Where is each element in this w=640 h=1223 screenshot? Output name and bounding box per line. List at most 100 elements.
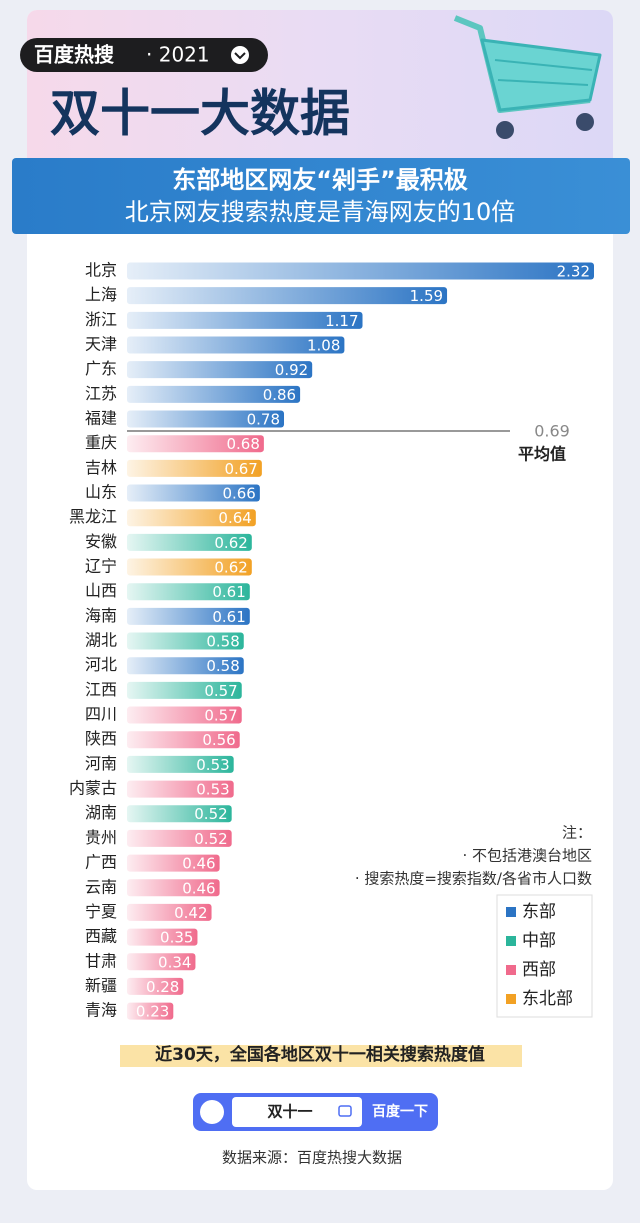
category-label: 江苏 bbox=[85, 384, 117, 403]
bar-chart: 北京 2.32 上海 1.59 浙江 1.17 天津 1.08 广东 0.92 江苏 0.86 福建 0.… bbox=[69, 261, 594, 1021]
category-label: 青海 bbox=[85, 1001, 117, 1020]
value-label: 0.46 bbox=[182, 879, 215, 897]
category-label: 吉林 bbox=[85, 458, 117, 477]
value-label: 0.52 bbox=[194, 830, 227, 848]
bar bbox=[127, 731, 240, 749]
bar bbox=[127, 805, 232, 823]
category-label: 河北 bbox=[85, 655, 117, 674]
value-label: 0.64 bbox=[218, 509, 251, 527]
baidu-logo bbox=[200, 1100, 224, 1124]
category-label: 新疆 bbox=[85, 976, 117, 995]
note: · 搜索热度=搜索指数/各省市人口数 bbox=[355, 870, 592, 888]
bar bbox=[127, 977, 184, 995]
value-label: 0.57 bbox=[204, 682, 237, 700]
category-label: 湖南 bbox=[85, 803, 117, 822]
bar bbox=[127, 755, 234, 773]
value-label: 0.66 bbox=[222, 485, 255, 503]
category-label: 宁夏 bbox=[85, 902, 117, 921]
value-label: 0.35 bbox=[160, 929, 193, 947]
value-label: 0.86 bbox=[263, 386, 296, 404]
value-label: 1.08 bbox=[307, 337, 340, 355]
bar bbox=[127, 854, 220, 872]
bar bbox=[127, 509, 256, 527]
bar bbox=[127, 903, 212, 921]
legend-swatch bbox=[506, 994, 516, 1004]
category-label: 贵州 bbox=[85, 828, 117, 847]
bar bbox=[127, 287, 448, 305]
category-label: 浙江 bbox=[85, 310, 117, 329]
category-label: 山西 bbox=[85, 581, 117, 600]
value-label: 0.42 bbox=[174, 904, 207, 922]
legend-swatch bbox=[506, 936, 516, 946]
bar bbox=[127, 829, 232, 847]
search-button[interactable]: 百度一下 bbox=[372, 1103, 428, 1120]
value-label: 0.53 bbox=[196, 781, 229, 799]
value-label: 0.62 bbox=[214, 559, 247, 577]
bar bbox=[127, 484, 260, 502]
category-label: 广西 bbox=[85, 853, 117, 872]
bar bbox=[127, 583, 250, 601]
value-label: 0.23 bbox=[136, 1003, 169, 1021]
legend-label: 西部 bbox=[522, 960, 556, 980]
badge-brand: 百度热搜 bbox=[34, 43, 115, 67]
bar bbox=[127, 262, 594, 280]
bar bbox=[127, 336, 345, 354]
note: · 不包括港澳台地区 bbox=[462, 847, 592, 865]
search-input[interactable] bbox=[232, 1097, 362, 1127]
bar bbox=[127, 435, 264, 453]
bar bbox=[127, 928, 198, 946]
value-label: 0.61 bbox=[212, 608, 245, 626]
value-label: 1.17 bbox=[325, 312, 358, 330]
category-label: 天津 bbox=[85, 335, 117, 354]
badge bbox=[20, 38, 268, 72]
value-label: 0.34 bbox=[158, 953, 191, 971]
value-label: 0.58 bbox=[206, 633, 239, 651]
category-label: 内蒙古 bbox=[69, 779, 117, 798]
badge-caret bbox=[231, 46, 249, 64]
category-label: 河南 bbox=[85, 754, 117, 773]
camera-icon[interactable] bbox=[338, 1105, 352, 1117]
category-label: 江西 bbox=[85, 680, 117, 699]
category-label: 海南 bbox=[85, 606, 117, 625]
value-label: 0.61 bbox=[212, 583, 245, 601]
legend-label: 东北部 bbox=[522, 989, 573, 1009]
bar bbox=[127, 410, 285, 428]
average-label: 平均值 bbox=[518, 445, 566, 464]
subtitle: 东部地区网友“剁手”最积极 bbox=[172, 166, 468, 194]
bar bbox=[127, 1002, 174, 1020]
bar bbox=[127, 780, 234, 798]
category-label: 甘肃 bbox=[85, 951, 117, 970]
bar bbox=[127, 657, 244, 675]
value-label: 0.62 bbox=[214, 534, 247, 552]
legend-swatch bbox=[506, 907, 516, 917]
bar bbox=[127, 681, 242, 699]
value-label: 0.46 bbox=[182, 855, 215, 873]
bar bbox=[127, 311, 363, 329]
bar bbox=[127, 953, 196, 971]
category-label: 福建 bbox=[85, 409, 117, 428]
bar bbox=[127, 558, 252, 576]
bar bbox=[127, 385, 301, 403]
source: 数据来源：百度热搜大数据 bbox=[222, 1149, 402, 1167]
value-label: 0.28 bbox=[146, 978, 179, 996]
category-label: 重庆 bbox=[85, 433, 117, 452]
legend-swatch bbox=[506, 965, 516, 975]
value-label: 2.32 bbox=[557, 263, 590, 281]
bar bbox=[127, 632, 244, 650]
value-label: 0.67 bbox=[224, 460, 257, 478]
value-label: 0.57 bbox=[204, 707, 237, 725]
value-label: 0.68 bbox=[226, 435, 259, 453]
value-label: 0.58 bbox=[206, 657, 239, 675]
value-label: 0.52 bbox=[194, 805, 227, 823]
value-label: 0.53 bbox=[196, 756, 229, 774]
bar bbox=[127, 533, 252, 551]
category-label: 湖北 bbox=[85, 631, 117, 650]
category-label: 四川 bbox=[85, 705, 117, 724]
category-label: 上海 bbox=[85, 285, 117, 304]
bar bbox=[127, 607, 250, 625]
bar bbox=[127, 361, 313, 379]
category-label: 安徽 bbox=[85, 532, 117, 551]
value-label: 0.78 bbox=[247, 411, 280, 429]
